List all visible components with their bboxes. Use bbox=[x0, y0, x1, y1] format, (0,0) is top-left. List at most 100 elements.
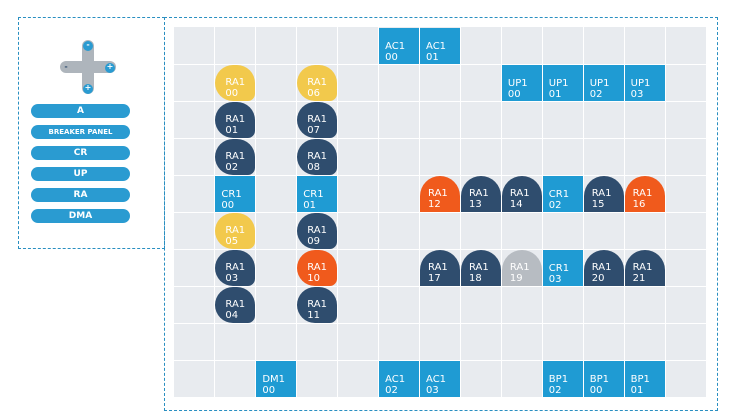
legend-a-button[interactable]: A bbox=[31, 104, 130, 118]
rack-tile-ra1-08[interactable]: RA1 08 bbox=[297, 138, 338, 175]
rack-tile-ra1-16[interactable]: RA1 16 bbox=[624, 175, 665, 212]
rack-tile-ra1-02[interactable]: RA1 02 bbox=[215, 138, 256, 175]
tile-label-prefix: BP1 bbox=[589, 373, 609, 385]
tile-label-number: 07 bbox=[307, 124, 320, 136]
tile-label-prefix: UP1 bbox=[548, 77, 569, 89]
rack-tile-up1-00[interactable]: UP1 00 bbox=[501, 64, 542, 101]
rack-tile-ra1-13[interactable]: RA1 13 bbox=[460, 175, 501, 212]
zoom-left-button[interactable]: - bbox=[64, 62, 68, 71]
grid-line-horizontal bbox=[174, 322, 706, 324]
tile-label-number: 19 bbox=[509, 272, 523, 284]
tile-label-prefix: RA1 bbox=[509, 261, 530, 273]
legend-ra-button[interactable]: RA bbox=[31, 188, 130, 202]
tile-label-prefix: AC1 bbox=[426, 40, 447, 52]
tile-label-prefix: RA1 bbox=[509, 187, 530, 199]
tile-label-number: 00 bbox=[262, 384, 276, 396]
rack-tile-ra1-09[interactable]: RA1 09 bbox=[297, 212, 338, 249]
rack-tile-ra1-14[interactable]: RA1 14 bbox=[501, 175, 542, 212]
tile-label-number: 15 bbox=[591, 198, 605, 210]
rack-tile-bp1-02[interactable]: BP1 02 bbox=[542, 360, 583, 397]
rack-tile-ra1-03[interactable]: RA1 03 bbox=[215, 249, 256, 286]
tile-label-number: 01 bbox=[225, 124, 239, 136]
rack-tile-bp1-01[interactable]: BP1 01 bbox=[624, 360, 665, 397]
legend-cr-button[interactable]: CR bbox=[31, 146, 130, 160]
rack-tile-ra1-06[interactable]: RA1 06 bbox=[297, 64, 338, 101]
rack-tile-ra1-11[interactable]: RA1 11 bbox=[297, 286, 338, 323]
rack-tile-ra1-05[interactable]: RA1 05 bbox=[215, 212, 256, 249]
tile-label-number: 04 bbox=[225, 309, 239, 321]
tile-label-prefix: RA1 bbox=[225, 150, 246, 162]
tile-label-number: 11 bbox=[307, 309, 320, 321]
legend-up-button[interactable]: UP bbox=[31, 167, 130, 181]
tile-label-number: 01 bbox=[548, 88, 562, 100]
rack-tile-up1-03[interactable]: UP1 03 bbox=[624, 64, 665, 101]
rack-tile-cr1-01[interactable]: CR1 01 bbox=[297, 175, 338, 212]
rack-tile-ac1-02[interactable]: AC1 02 bbox=[379, 360, 420, 397]
zoom-right-button[interactable]: + bbox=[105, 62, 115, 73]
tile-label-prefix: RA1 bbox=[307, 150, 328, 162]
rack-tile-cr1-00[interactable]: CR1 00 bbox=[215, 175, 256, 212]
tile-label-prefix: BP1 bbox=[548, 373, 569, 385]
tile-label-number: 00 bbox=[507, 88, 521, 100]
tile-label-prefix: CR1 bbox=[548, 262, 570, 274]
tile-label-prefix: RA1 bbox=[307, 298, 328, 310]
grid-line-horizontal bbox=[174, 285, 706, 287]
rack-tile-ac1-03[interactable]: AC1 03 bbox=[420, 360, 460, 397]
tile-label-number: 01 bbox=[426, 51, 439, 63]
rack-tile-up1-01[interactable]: UP1 01 bbox=[542, 64, 583, 101]
rack-tile-bp1-00[interactable]: BP1 00 bbox=[583, 360, 624, 397]
rack-tile-ra1-19[interactable]: RA1 19 bbox=[501, 249, 542, 286]
tile-label-number: 00 bbox=[221, 199, 235, 211]
tile-label-prefix: AC1 bbox=[385, 373, 406, 385]
rack-tile-dm1-00[interactable]: DM1 00 bbox=[256, 360, 297, 397]
rack-tile-ra1-10[interactable]: RA1 10 bbox=[297, 249, 338, 286]
tile-label-prefix: RA1 bbox=[591, 261, 612, 273]
zoom-up-button[interactable]: - bbox=[83, 41, 93, 51]
tile-label-prefix: CR1 bbox=[303, 188, 324, 200]
rack-tile-ra1-15[interactable]: RA1 15 bbox=[583, 175, 624, 212]
rack-tile-ra1-01[interactable]: RA1 01 bbox=[215, 101, 256, 138]
tile-label-prefix: RA1 bbox=[225, 298, 246, 310]
tile-label-number: 03 bbox=[426, 384, 439, 396]
tile-label-prefix: RA1 bbox=[468, 261, 489, 273]
rack-tile-ra1-20[interactable]: RA1 20 bbox=[583, 249, 624, 286]
tile-label-prefix: RA1 bbox=[225, 113, 246, 125]
tile-label-number: 21 bbox=[632, 272, 646, 284]
rack-tile-cr1-02[interactable]: CR1 02 bbox=[542, 175, 583, 212]
zoom-horizontal-bar bbox=[60, 61, 116, 73]
rack-tile-cr1-03[interactable]: CR1 03 bbox=[542, 249, 583, 286]
grid-line-horizontal bbox=[174, 359, 706, 361]
grid-line-horizontal bbox=[174, 248, 706, 250]
rack-tile-ac1-00[interactable]: AC1 00 bbox=[379, 27, 420, 64]
tile-label-prefix: RA1 bbox=[468, 187, 489, 199]
tile-label-number: 16 bbox=[632, 198, 646, 210]
rack-tile-ac1-01[interactable]: AC1 01 bbox=[420, 27, 460, 64]
rack-tile-up1-02[interactable]: UP1 02 bbox=[583, 64, 624, 101]
tile-label-number: 02 bbox=[548, 384, 562, 396]
tile-label-number: 09 bbox=[307, 235, 320, 247]
rack-tile-ra1-18[interactable]: RA1 18 bbox=[460, 249, 501, 286]
tile-label-prefix: RA1 bbox=[307, 76, 328, 88]
tile-label-prefix: AC1 bbox=[426, 373, 447, 385]
tile-label-prefix: AC1 bbox=[385, 40, 406, 52]
legend-breaker-panel-button[interactable]: BREAKER PANEL bbox=[31, 125, 130, 139]
grid-line-horizontal bbox=[174, 137, 706, 139]
floor-plan-panel bbox=[164, 17, 718, 411]
grid-line-horizontal bbox=[174, 100, 706, 102]
floor-grid: AC1 00 AC1 01 RA1 00 RA1 06 UP1 00 UP1 01 UP1 02 UP1 03… bbox=[174, 27, 706, 397]
rack-tile-ra1-12[interactable]: RA1 12 bbox=[420, 175, 460, 212]
legend-dma-button[interactable]: DMA bbox=[31, 209, 130, 223]
rack-tile-ra1-21[interactable]: RA1 21 bbox=[624, 249, 665, 286]
rack-tile-ra1-00[interactable]: RA1 00 bbox=[215, 64, 256, 101]
rack-tile-ra1-07[interactable]: RA1 07 bbox=[297, 101, 338, 138]
tile-label-number: 02 bbox=[225, 161, 239, 173]
tile-label-prefix: RA1 bbox=[591, 187, 612, 199]
rack-tile-ra1-17[interactable]: RA1 17 bbox=[420, 249, 460, 286]
tile-label-number: 13 bbox=[468, 198, 482, 210]
rack-tile-ra1-04[interactable]: RA1 04 bbox=[215, 286, 256, 323]
tile-label-prefix: RA1 bbox=[225, 261, 246, 273]
zoom-pan-control[interactable]: - + - + bbox=[60, 40, 116, 96]
tile-label-prefix: CR1 bbox=[221, 188, 242, 200]
zoom-down-button[interactable]: + bbox=[83, 83, 93, 94]
tile-label-prefix: RA1 bbox=[225, 224, 246, 236]
